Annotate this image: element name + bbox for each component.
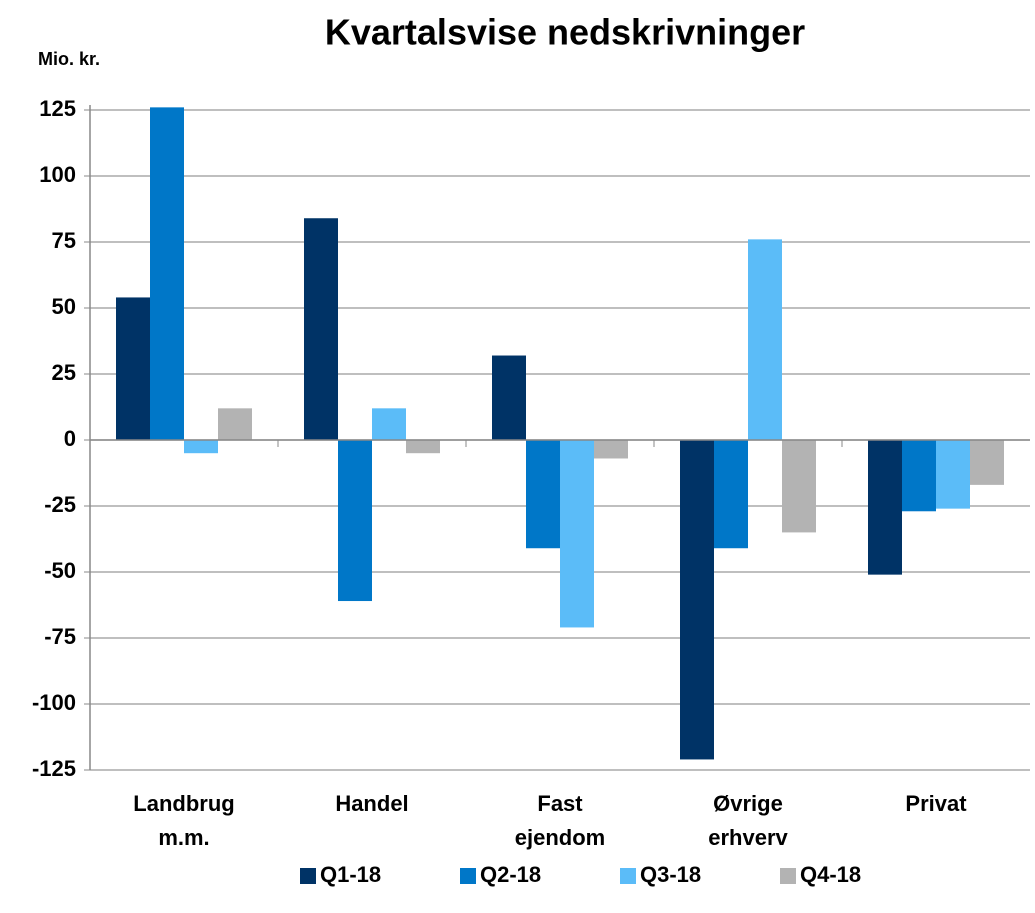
y-axis-label: Mio. kr. <box>38 49 100 69</box>
y-tick-label: -25 <box>44 492 76 517</box>
bar <box>936 440 970 509</box>
y-tick-label: -50 <box>44 558 76 583</box>
bar <box>150 107 184 441</box>
bar <box>492 355 526 440</box>
bar <box>714 440 748 549</box>
bar <box>680 440 714 760</box>
bar <box>372 408 406 440</box>
bar <box>304 218 338 440</box>
bar <box>782 440 816 533</box>
legend-label: Q1-18 <box>320 862 381 887</box>
y-tick-label: -100 <box>32 690 76 715</box>
legend-swatch <box>300 868 316 884</box>
bar <box>748 239 782 440</box>
x-tick-label: Øvrige erhverv <box>708 791 788 850</box>
bar <box>594 440 628 459</box>
bar <box>970 440 1004 485</box>
bar <box>902 440 936 512</box>
bar <box>218 408 252 440</box>
bar <box>526 440 560 549</box>
bar <box>338 440 372 602</box>
bar <box>560 440 594 628</box>
y-tick-label: 100 <box>39 162 76 187</box>
y-tick-label: 25 <box>52 360 76 385</box>
bar <box>116 297 150 440</box>
bar <box>868 440 902 575</box>
x-tick-label: Landbrug m.m. <box>133 791 234 850</box>
legend-label: Q3-18 <box>640 862 701 887</box>
x-tick-label: Fast ejendom <box>515 791 605 850</box>
y-tick-label: 50 <box>52 294 76 319</box>
legend-label: Q2-18 <box>480 862 541 887</box>
legend-swatch <box>460 868 476 884</box>
y-tick-label: 0 <box>64 426 76 451</box>
y-tick-label: 125 <box>39 96 76 121</box>
y-tick-label: 75 <box>52 228 76 253</box>
legend-label: Q4-18 <box>800 862 861 887</box>
legend-swatch <box>620 868 636 884</box>
x-tick-label: Handel <box>335 791 408 816</box>
legend-swatch <box>780 868 796 884</box>
chart-title: Kvartalsvise nedskrivninger <box>325 12 805 53</box>
x-tick-label: Privat <box>905 791 967 816</box>
y-tick-label: -125 <box>32 756 76 781</box>
bar <box>406 440 440 454</box>
y-tick-label: -75 <box>44 624 76 649</box>
bar <box>184 440 218 454</box>
